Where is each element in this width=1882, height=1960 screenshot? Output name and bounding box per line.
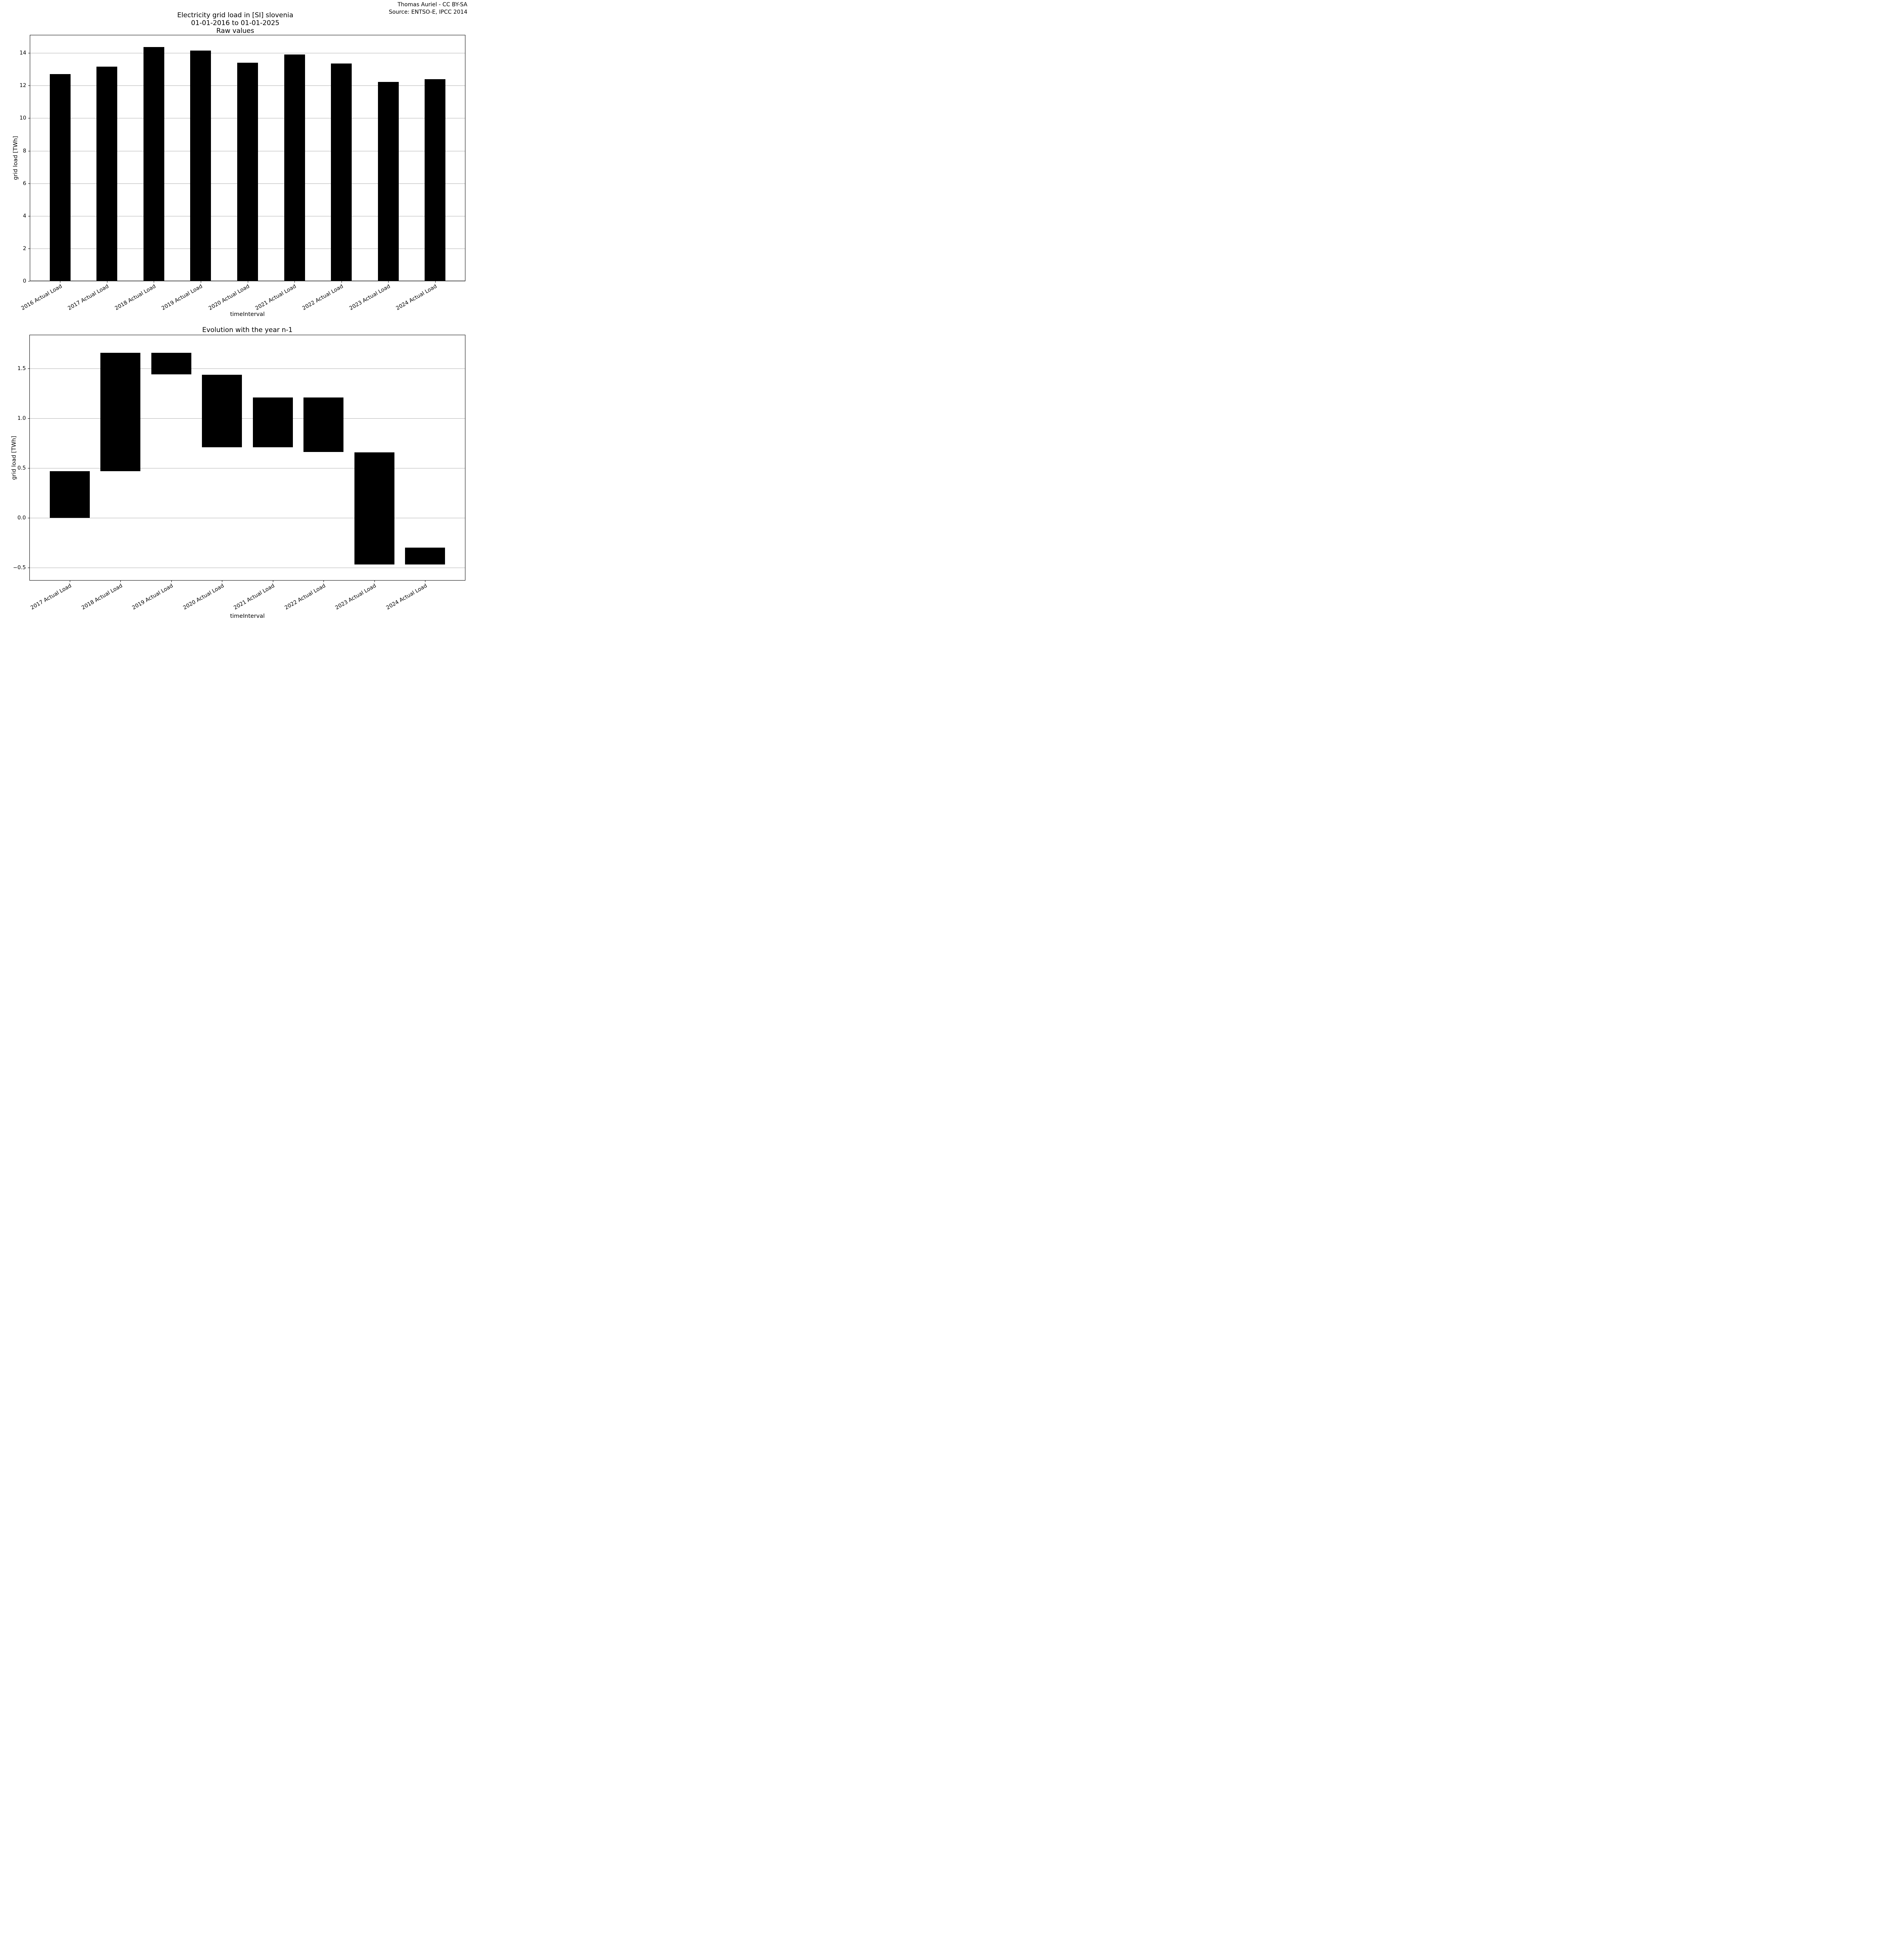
- evolution-n-1-xtick-label-2017: 2017 Actual Load: [29, 583, 73, 611]
- evolution-n-1-ytick-label-0: 0.0: [17, 515, 26, 521]
- raw-values-ytick-label-10: 10: [19, 115, 26, 122]
- evolution-n-1-bar-2019: [151, 352, 191, 375]
- raw-values-ytick-label-6: 6: [23, 180, 26, 187]
- figure-title-line-1: Electricity grid load in [SI] slovenia: [177, 11, 294, 19]
- raw-values-bar-2017: [96, 66, 118, 281]
- raw-xaxis-label: timeInterval: [230, 311, 265, 318]
- evolution-n-1-bar-2021: [253, 397, 293, 447]
- evolution-n-1-xtick-label-2022: 2022 Actual Load: [283, 583, 327, 611]
- evolution-n-1-xtick-label-2023: 2023 Actual Load: [334, 583, 378, 611]
- raw-values-ytick-label-4: 4: [23, 212, 26, 219]
- raw-values-xtick-mark-2021: [294, 281, 295, 283]
- attribution-author: Thomas Auriel - CC BY-SA: [397, 2, 467, 8]
- raw-values-xtick-mark-2024: [435, 281, 436, 283]
- attribution: Thomas Auriel - CC BY-SA Source: ENTSO-E…: [389, 1, 467, 16]
- evolution-yaxis-label: grid load [TWh]: [11, 436, 17, 480]
- raw-values-xtick-label-2020: 2020 Actual Load: [207, 283, 251, 312]
- raw-values-xtick-label-2018: 2018 Actual Load: [114, 283, 157, 312]
- evolution-n-1-xtick-label-2019: 2019 Actual Load: [131, 583, 174, 611]
- evolution-n-1-bar-2024: [405, 548, 445, 565]
- evolution-n-1-ytick-label--0.5: −0.5: [13, 564, 26, 571]
- raw-values-bar-2023: [378, 82, 399, 281]
- figure-title-line-2: 01-01-2016 to 01-01-2025: [191, 19, 280, 27]
- raw-values-xtick-mark-2023: [388, 281, 389, 283]
- evolution-n-1-bar-2022: [303, 397, 344, 452]
- raw-values-ytick-mark-12: [28, 85, 30, 86]
- raw-values-ytick-label-2: 2: [23, 245, 26, 252]
- raw-values-xtick-label-2024: 2024 Actual Load: [395, 283, 438, 312]
- raw-values-bar-2021: [284, 54, 305, 281]
- evolution-n-1-xtick-label-2020: 2020 Actual Load: [182, 583, 225, 611]
- raw-yaxis-label: grid load [TWh]: [13, 136, 19, 180]
- raw-values-bar-2022: [331, 63, 352, 281]
- evolution-n-1-bar-2023: [354, 452, 394, 565]
- evolution-n-1-xtick-label-2024: 2024 Actual Load: [385, 583, 428, 611]
- raw-values-bar-2024: [425, 79, 446, 281]
- evolution-n-1-xtick-mark-2019: [171, 581, 172, 582]
- raw-values-bar-2016: [49, 74, 71, 281]
- evolution-n-1-ytick-label-1.5: 1.5: [17, 365, 26, 372]
- raw-values-ytick-label-12: 12: [19, 82, 26, 89]
- evolution-n-1-bar-2018: [100, 352, 141, 471]
- evolution-n-1-ytick-mark-1.5: [28, 368, 29, 369]
- evolution-n-1-ytick-label-1: 1.0: [17, 415, 26, 422]
- evolution-n-1-plot-area: [29, 335, 465, 581]
- figure-title: Electricity grid load in [SI] slovenia 0…: [0, 11, 470, 35]
- raw-values-xtick-label-2022: 2022 Actual Load: [301, 283, 345, 312]
- attribution-source: Source: ENTSO-E, IPCC 2014: [389, 9, 467, 15]
- raw-values-ytick-label-8: 8: [23, 147, 26, 154]
- raw-values-xtick-label-2023: 2023 Actual Load: [348, 283, 391, 312]
- raw-values-bar-2018: [143, 47, 164, 281]
- raw-values-bar-2019: [190, 51, 211, 281]
- raw-values-bar-2020: [237, 62, 258, 281]
- evolution-n-1-gridline-y1.5: [29, 368, 465, 369]
- raw-values-ytick-label-0: 0: [23, 278, 26, 284]
- evolution-n-1-xtick-label-2021: 2021 Actual Load: [233, 583, 276, 611]
- raw-values-xtick-label-2016: 2016 Actual Load: [20, 283, 63, 312]
- raw-values-chart-title: Raw values: [216, 27, 254, 35]
- evolution-chart-title: Evolution with the year n-1: [202, 326, 293, 334]
- evolution-n-1-xtick-mark-2022: [323, 581, 324, 582]
- evolution-n-1-xtick-mark-2018: [120, 581, 121, 582]
- evolution-n-1-xtick-label-2018: 2018 Actual Load: [80, 583, 124, 611]
- evolution-n-1-ytick-mark-1: [28, 418, 29, 419]
- raw-values-ytick-mark-6: [28, 183, 30, 184]
- evolution-n-1-gridline-y1: [29, 418, 465, 419]
- evolution-n-1-xtick-mark-2023: [374, 581, 375, 582]
- raw-values-xtick-label-2021: 2021 Actual Load: [254, 283, 298, 312]
- raw-values-xtick-label-2019: 2019 Actual Load: [160, 283, 204, 312]
- evolution-xaxis-label: timeInterval: [230, 613, 265, 619]
- raw-values-plot-area: [30, 35, 465, 281]
- evolution-n-1-bar-2020: [202, 374, 242, 447]
- evolution-n-1-ytick-label-0.5: 0.5: [17, 465, 26, 472]
- raw-values-xtick-label-2017: 2017 Actual Load: [67, 283, 110, 312]
- evolution-n-1-bar-2017: [49, 471, 90, 518]
- figure-canvas: Thomas Auriel - CC BY-SA Source: ENTSO-E…: [0, 0, 470, 627]
- raw-values-ytick-label-14: 14: [19, 50, 26, 56]
